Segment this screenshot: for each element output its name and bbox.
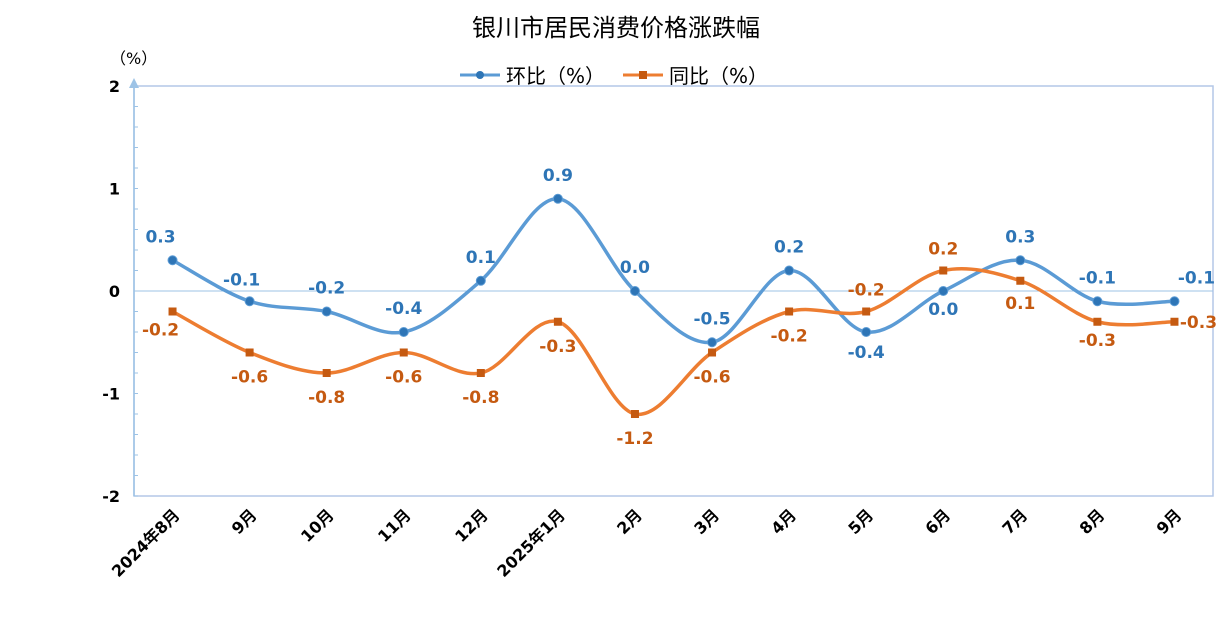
x-tick-label: 2月 [613, 505, 646, 538]
data-label: -0.4 [848, 343, 885, 363]
data-point [1015, 255, 1026, 266]
chart-title: 银川市居民消费价格涨跌幅 [472, 14, 760, 42]
data-point [1016, 276, 1025, 285]
data-label: 0.3 [1005, 227, 1035, 247]
data-point [476, 369, 485, 377]
data-label: -0.8 [308, 388, 345, 408]
data-point [245, 348, 254, 357]
x-tick-label: 9月 [1153, 505, 1186, 538]
x-tick-label: 7月 [999, 505, 1032, 538]
data-point [244, 296, 255, 307]
y-tick-label: -2 [102, 487, 120, 506]
data-point [862, 307, 871, 316]
legend: 环比（%） 同比（%） [460, 60, 768, 89]
data-label: -0.6 [385, 368, 422, 388]
data-point [168, 307, 177, 316]
data-label: 0.0 [928, 300, 958, 320]
data-label: -0.2 [848, 281, 885, 301]
y-axis-unit: （%） [110, 49, 158, 68]
data-point [1092, 296, 1103, 307]
y-tick-label: -1 [102, 385, 120, 404]
data-label: 0.2 [774, 238, 804, 258]
data-label: 0.9 [543, 166, 573, 186]
data-label: -1.2 [616, 429, 653, 449]
data-point [399, 348, 408, 357]
y-tick-label: 1 [109, 180, 120, 199]
data-point [629, 286, 640, 296]
x-tick-label: 9月 [228, 505, 261, 538]
data-point [167, 255, 178, 266]
x-tick-label: 8月 [1076, 505, 1109, 538]
data-point [398, 327, 409, 337]
data-point [1170, 317, 1179, 326]
data-label: -0.3 [539, 337, 576, 357]
data-label: 0.3 [145, 227, 175, 247]
data-label: 0.1 [466, 248, 496, 268]
data-label: -0.4 [385, 299, 422, 319]
y-tick-label: 0 [109, 282, 120, 301]
data-label: -0.8 [462, 388, 499, 408]
data-label: -0.1 [1079, 268, 1116, 288]
data-label: -0.3 [1079, 331, 1116, 351]
data-point [552, 193, 563, 204]
x-tick-label: 12月 [451, 505, 492, 546]
data-label: -0.3 [1180, 313, 1217, 333]
data-point [322, 369, 331, 377]
data-label: -0.1 [223, 270, 260, 290]
data-label: -0.2 [142, 321, 179, 341]
data-point [630, 410, 639, 418]
x-tick-label: 10月 [297, 505, 338, 546]
data-point [708, 348, 717, 357]
data-point [475, 275, 486, 286]
data-label: 0.0 [620, 258, 650, 278]
data-point [707, 337, 718, 348]
data-label: -0.5 [693, 309, 730, 329]
data-label: -0.6 [693, 368, 730, 388]
data-label: -0.2 [308, 279, 345, 299]
data-label: 0.1 [1005, 294, 1035, 314]
x-tick-label: 2025年1月 [493, 505, 568, 580]
y-tick-label: 2 [109, 77, 120, 96]
data-point [938, 286, 949, 296]
series-line-0 [171, 196, 1175, 345]
legend-label: 同比（%） [669, 64, 769, 88]
data-point [784, 265, 795, 276]
x-tick-label: 4月 [767, 505, 800, 538]
x-tick-label: 5月 [844, 505, 877, 538]
legend-label: 环比（%） [506, 64, 606, 88]
data-point [1169, 296, 1180, 307]
x-tick-label: 6月 [921, 505, 954, 538]
data-point [553, 317, 562, 326]
data-point [939, 266, 948, 275]
data-label: -0.2 [771, 327, 808, 347]
legend-item-yoy: 同比（%） [623, 60, 768, 89]
data-point [785, 307, 794, 316]
legend-item-mom: 环比（%） [460, 60, 605, 89]
legend-square-marker-icon [623, 70, 664, 79]
x-tick-label: 3月 [690, 505, 723, 538]
x-tick-label: 2024年8月 [108, 505, 183, 580]
data-label: -0.6 [231, 368, 268, 388]
data-point [321, 306, 332, 317]
data-point [861, 327, 872, 337]
data-label: 0.2 [928, 240, 958, 260]
x-tick-label: 11月 [374, 505, 415, 546]
legend-circle-marker-icon [460, 70, 500, 79]
data-point [1093, 317, 1102, 326]
series-line-1 [171, 266, 1175, 416]
data-label: -0.1 [1178, 268, 1215, 288]
